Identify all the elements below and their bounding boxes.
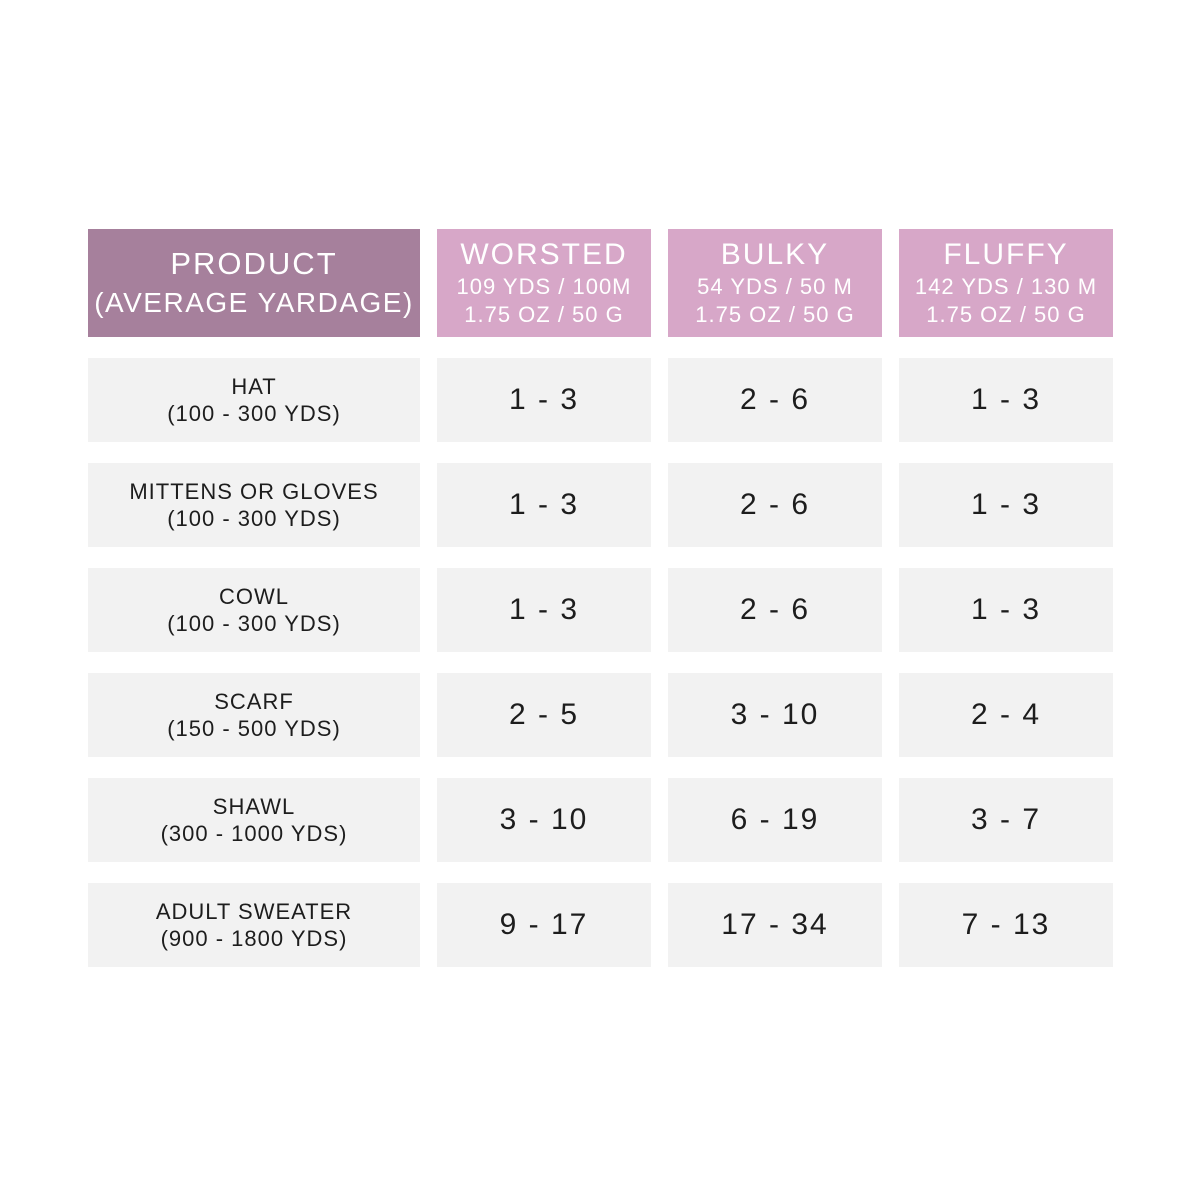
value: 3 - 7 xyxy=(970,803,1042,836)
bulky-yardage: 54 YDS / 50 M xyxy=(697,274,853,299)
value: 2 - 4 xyxy=(970,698,1042,731)
product-yardage: (150 - 500 YDS) xyxy=(167,716,341,741)
value: 2 - 6 xyxy=(739,383,811,416)
product-name: MITTENS OR GLOVES xyxy=(129,479,379,504)
product-name: SCARF xyxy=(214,689,294,714)
row-scarf-worsted: 2 - 5 xyxy=(437,673,651,757)
row-cowl-fluffy: 1 - 3 xyxy=(899,568,1113,652)
row-scarf-bulky: 3 - 10 xyxy=(668,673,882,757)
row-hat-label: HAT (100 - 300 YDS) xyxy=(88,358,420,442)
column-header-bulky: BULKY 54 YDS / 50 M 1.75 OZ / 50 G xyxy=(668,229,882,337)
yarn-yardage-table: PRODUCT (AVERAGE YARDAGE) WORSTED 109 YD… xyxy=(88,229,1113,967)
value: 2 - 5 xyxy=(508,698,580,731)
row-mittens-worsted: 1 - 3 xyxy=(437,463,651,547)
product-yardage: (100 - 300 YDS) xyxy=(167,611,341,636)
product-yardage: (300 - 1000 YDS) xyxy=(160,821,348,846)
value: 9 - 17 xyxy=(499,908,589,941)
value: 6 - 19 xyxy=(730,803,820,836)
row-shawl-bulky: 6 - 19 xyxy=(668,778,882,862)
bulky-weight: 1.75 OZ / 50 G xyxy=(695,302,855,327)
row-hat-worsted: 1 - 3 xyxy=(437,358,651,442)
product-yardage: (900 - 1800 YDS) xyxy=(160,926,348,951)
product-header-title: PRODUCT xyxy=(170,246,338,281)
value: 1 - 3 xyxy=(970,488,1042,521)
product-name: HAT xyxy=(231,374,277,399)
product-yardage: (100 - 300 YDS) xyxy=(167,401,341,426)
row-cowl-bulky: 2 - 6 xyxy=(668,568,882,652)
value: 1 - 3 xyxy=(970,593,1042,626)
row-cowl-worsted: 1 - 3 xyxy=(437,568,651,652)
row-shawl-worsted: 3 - 10 xyxy=(437,778,651,862)
row-adult-sweater-worsted: 9 - 17 xyxy=(437,883,651,967)
fluffy-weight: 1.75 OZ / 50 G xyxy=(926,302,1086,327)
row-hat-fluffy: 1 - 3 xyxy=(899,358,1113,442)
value: 2 - 6 xyxy=(739,488,811,521)
row-shawl-label: SHAWL (300 - 1000 YDS) xyxy=(88,778,420,862)
product-name: SHAWL xyxy=(212,794,296,819)
fluffy-name: FLUFFY xyxy=(943,238,1069,271)
row-scarf-label: SCARF (150 - 500 YDS) xyxy=(88,673,420,757)
product-header-cell: PRODUCT (AVERAGE YARDAGE) xyxy=(88,229,420,337)
product-header-subtitle: (AVERAGE YARDAGE) xyxy=(94,287,414,318)
column-header-worsted: WORSTED 109 YDS / 100M 1.75 OZ / 50 G xyxy=(437,229,651,337)
row-scarf-fluffy: 2 - 4 xyxy=(899,673,1113,757)
product-name: ADULT SWEATER xyxy=(155,899,353,924)
worsted-yardage: 109 YDS / 100M xyxy=(456,274,632,299)
value: 3 - 10 xyxy=(730,698,820,731)
row-mittens-fluffy: 1 - 3 xyxy=(899,463,1113,547)
row-hat-bulky: 2 - 6 xyxy=(668,358,882,442)
row-shawl-fluffy: 3 - 7 xyxy=(899,778,1113,862)
product-name: COWL xyxy=(219,584,289,609)
value: 1 - 3 xyxy=(508,488,580,521)
row-adult-sweater-fluffy: 7 - 13 xyxy=(899,883,1113,967)
row-cowl-label: COWL (100 - 300 YDS) xyxy=(88,568,420,652)
row-mittens-bulky: 2 - 6 xyxy=(668,463,882,547)
value: 17 - 34 xyxy=(721,908,829,941)
row-mittens-label: MITTENS OR GLOVES (100 - 300 YDS) xyxy=(88,463,420,547)
bulky-name: BULKY xyxy=(720,238,830,271)
value: 1 - 3 xyxy=(970,383,1042,416)
fluffy-yardage: 142 YDS / 130 M xyxy=(914,274,1098,299)
row-adult-sweater-label: ADULT SWEATER (900 - 1800 YDS) xyxy=(88,883,420,967)
worsted-name: WORSTED xyxy=(460,238,628,271)
row-adult-sweater-bulky: 17 - 34 xyxy=(668,883,882,967)
value: 7 - 13 xyxy=(961,908,1051,941)
product-yardage: (100 - 300 YDS) xyxy=(167,506,341,531)
value: 1 - 3 xyxy=(508,383,580,416)
worsted-weight: 1.75 OZ / 50 G xyxy=(464,302,624,327)
column-header-fluffy: FLUFFY 142 YDS / 130 M 1.75 OZ / 50 G xyxy=(899,229,1113,337)
value: 3 - 10 xyxy=(499,803,589,836)
value: 2 - 6 xyxy=(739,593,811,626)
value: 1 - 3 xyxy=(508,593,580,626)
